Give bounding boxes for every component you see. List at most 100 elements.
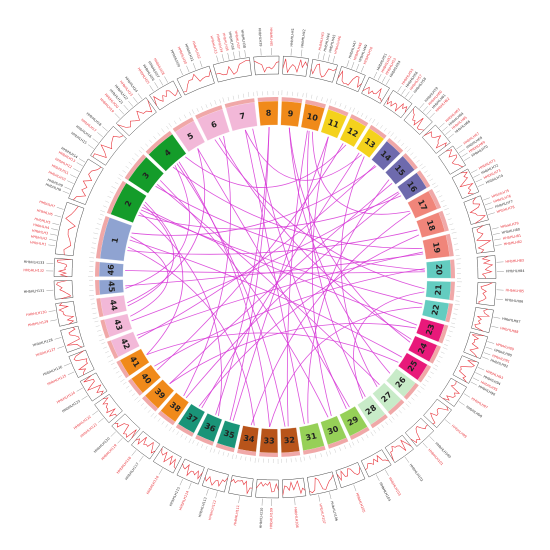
tick-mark [387,131,391,135]
tick-mark [365,115,368,120]
gene-connector [445,130,451,135]
chromosome-band [95,261,100,277]
chromosome-segment [131,364,161,394]
tick-mark [168,123,172,128]
gene-label: HHbHLH35 [221,32,229,51]
gene-label: HHbHLH116 [146,475,160,495]
gene-label: HHbHLH2 [31,234,48,241]
tick-mark [395,413,399,417]
tick-mark [454,304,460,306]
gene-connector [294,498,296,506]
tick-mark [326,451,328,457]
tick-mark [154,415,157,419]
chromosome-segment [280,100,302,127]
gene-label: HHbHLH41 [290,28,295,47]
gene-label: HHbHLH87 [502,317,521,324]
chromosome-segment [357,395,386,426]
chromosome-band [96,298,104,318]
gene-connector [484,202,492,206]
tick-mark [434,364,439,367]
chromosome-label: 45 [106,281,116,293]
chromosome-band [369,124,387,139]
chromosome-segment [196,413,223,443]
tick-mark [454,249,459,251]
tick-mark [329,450,331,455]
tick-mark [107,355,111,358]
tick-mark [402,406,406,410]
chromosome-segment [422,234,450,260]
chromosome-label: 34 [243,434,256,445]
tick-mark [446,213,450,216]
chromosome-band [438,210,449,232]
density-trace [73,166,102,201]
gene-label: HHbHLH38 [240,29,246,48]
tick-mark [416,159,420,163]
density-box [94,393,123,424]
chromosome-band [158,410,176,426]
chromosome-segment [104,313,133,338]
tick-mark [222,97,225,103]
gene-connector [346,60,350,67]
tick-mark [444,208,449,211]
gene-label: HHbHLH33 [209,35,218,54]
gene-connector [215,491,218,499]
tick-mark [410,152,414,156]
gene-connector [385,469,389,476]
gene-connector [193,63,196,70]
tick-mark [123,382,127,385]
tick-mark [250,457,251,462]
tick-mark [134,153,139,157]
density-box [423,398,452,428]
gene-label: HHbHLH130 [26,310,47,317]
chromosome-label: 18 [425,219,437,233]
tick-mark [370,431,374,437]
chromosome-label: 36 [203,421,217,434]
gene-connector [329,492,332,500]
gene-connector [464,156,471,161]
tick-mark [334,101,337,106]
density-trace [117,99,153,128]
tick-mark [227,97,230,101]
chromosome-band [142,395,159,412]
synteny-link [131,191,399,322]
density-trace [56,280,72,299]
gene-connector [404,456,410,463]
synteny-link [307,130,366,397]
tick-mark [150,412,155,417]
chromosome-label: 3 [141,171,152,181]
tick-mark [117,177,122,180]
synteny-link [137,164,376,339]
gene-label: HHbHLH104 [378,482,391,502]
tick-mark [454,308,459,310]
gene-connector [48,310,56,312]
chromosome-segment [385,155,415,185]
chromosome-segment [148,133,187,172]
tick-mark [417,390,421,393]
gene-connector [199,60,203,68]
tick-mark [237,94,240,99]
tick-mark [92,317,98,319]
tick-mark [433,185,439,189]
tick-mark [390,132,394,137]
tick-mark [448,330,453,333]
gene-label: HHbHLH32 [191,41,201,60]
tick-mark [450,228,455,231]
synteny-link [129,239,403,358]
synteny-link [156,183,380,385]
tick-mark [300,457,302,463]
chromosome-band [116,360,130,379]
tick-mark [115,371,120,374]
gene-label: HHbHLH4 [33,223,50,230]
density-trace [469,334,484,358]
tick-mark [397,139,401,143]
density-box [55,301,78,327]
gene-connector [381,76,386,83]
density-box [471,307,494,333]
chromosome-band [328,105,349,117]
synteny-link [307,179,390,424]
tick-mark [316,95,318,100]
tick-mark [414,393,418,397]
chromosome-segment [397,352,428,381]
tick-mark [447,218,452,221]
